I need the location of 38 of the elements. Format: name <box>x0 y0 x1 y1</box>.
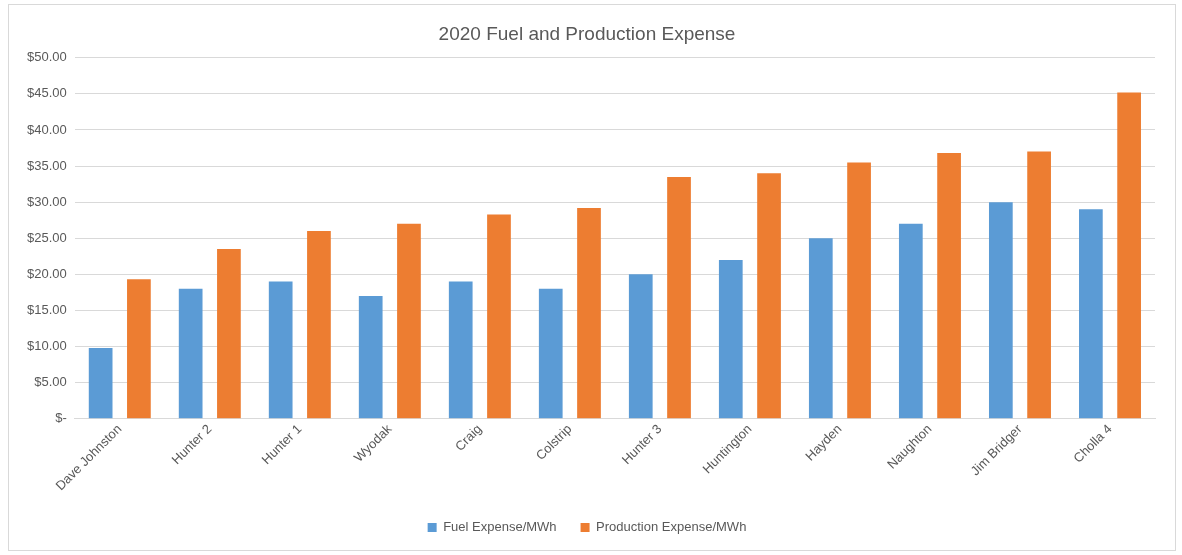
bar <box>757 173 781 419</box>
bar <box>448 281 473 419</box>
bar <box>937 153 961 419</box>
bar <box>1079 209 1103 419</box>
bar <box>988 202 1013 419</box>
y-tick-label: $- <box>55 410 67 426</box>
bar <box>847 162 871 419</box>
y-tick-label: $20.00 <box>27 265 67 281</box>
bar <box>358 295 383 419</box>
bar <box>487 214 511 419</box>
bar <box>307 231 331 419</box>
bar <box>538 288 563 419</box>
bar <box>1117 92 1141 419</box>
y-tick-label: $5.00 <box>34 374 67 390</box>
bar <box>577 207 601 419</box>
y-tick-label: $50.00 <box>27 49 67 65</box>
bar <box>178 288 203 419</box>
y-tick-label: $25.00 <box>27 229 67 245</box>
bar <box>268 281 293 419</box>
bar <box>718 259 743 419</box>
bar <box>628 274 653 419</box>
bar <box>217 249 241 419</box>
bar <box>397 223 421 419</box>
y-tick-label: $45.00 <box>27 85 67 101</box>
bar <box>1027 151 1051 419</box>
bar <box>88 347 113 419</box>
y-tick-label: $10.00 <box>27 338 67 354</box>
y-tick-label: $15.00 <box>27 301 67 317</box>
bar <box>127 279 151 419</box>
y-tick-label: $35.00 <box>27 157 67 173</box>
y-tick-label: $30.00 <box>27 193 67 209</box>
legend-label: Fuel Expense/MWh <box>443 519 557 535</box>
bar <box>667 176 691 419</box>
bar <box>898 223 923 419</box>
y-tick-label: $40.00 <box>27 121 67 137</box>
legend-label: Production Expense/MWh <box>596 519 747 535</box>
chart-title: 2020 Fuel and Production Expense <box>438 22 736 44</box>
bar <box>808 238 833 419</box>
